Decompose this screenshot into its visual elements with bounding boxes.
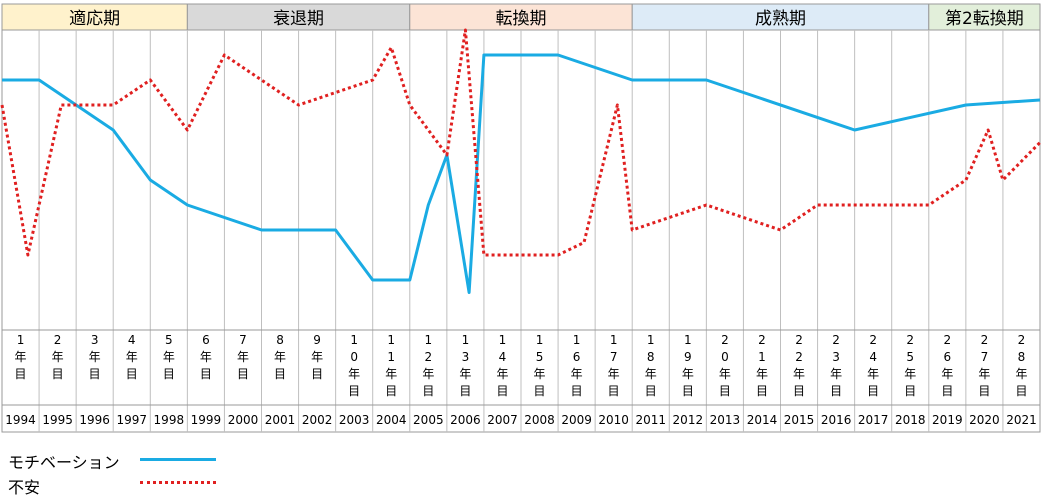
year-count-label: 6 年目 [200,333,212,381]
year-count-label: 2 年目 [52,333,64,381]
year-count-label: 1 4 年目 [496,333,508,398]
phase-label: 衰退期 [273,9,324,29]
year-label: 2012 [673,413,704,427]
year-label: 1995 [42,413,73,427]
series-line [2,53,1041,294]
year-label: 2005 [413,413,444,427]
year-count-label: 2 0 年目 [719,333,731,398]
phase-band [186,3,411,31]
year-count-label: 5 年目 [163,333,175,381]
year-count-label: 7 年目 [237,333,249,381]
year-label: 2016 [821,413,852,427]
year-count-label: 2 8 年目 [1015,333,1027,398]
legend-motivation-label: モチベーション [8,453,120,472]
legend-anxiety-label: 不安 [8,478,41,497]
year-label: 2002 [302,413,333,427]
legend-anxiety-line [140,481,216,484]
year-label: 2010 [598,413,629,427]
year-count-label: 3 年目 [89,333,101,381]
year-label: 1998 [154,413,185,427]
year-count-label: 4 年目 [126,333,138,381]
year-count-label: 1 0 年目 [348,333,360,398]
year-label: 2014 [747,413,778,427]
series-line [0,28,1042,257]
year-count-label: 1 年目 [15,333,27,381]
year-count-label: 2 3 年目 [830,333,842,398]
year-label: 2020 [969,413,1000,427]
year-label: 1999 [191,413,222,427]
year-label: 2019 [932,413,963,427]
year-label: 2006 [450,413,481,427]
year-count-label: 2 7 年目 [978,333,990,398]
year-label: 2000 [228,413,259,427]
year-label: 2007 [487,413,518,427]
phase-band [1,3,188,31]
year-label: 1996 [79,413,110,427]
year-label: 2004 [376,413,407,427]
year-label: 2015 [784,413,815,427]
phase-label: 適応期 [69,9,120,29]
year-count-label: 9 年目 [311,333,323,381]
year-label: 2008 [524,413,555,427]
year-label: 2011 [635,413,666,427]
year-count-label: 2 2 年目 [793,333,805,398]
year-count-label: 1 1 年目 [385,333,397,398]
year-label: 2001 [265,413,296,427]
year-count-label: 1 2 年目 [422,333,434,398]
year-label: 2009 [561,413,592,427]
year-count-label: 1 8 年目 [645,333,657,398]
year-count-label: 1 5 年目 [534,333,546,398]
year-count-label: 2 6 年目 [941,333,953,398]
year-count-label: 1 3 年目 [459,333,471,398]
year-label: 1997 [116,413,147,427]
year-label: 2017 [858,413,889,427]
year-count-label: 2 4 年目 [867,333,879,398]
year-label: 2021 [1006,413,1037,427]
phase-band [409,3,633,31]
year-count-label: 8 年目 [274,333,286,381]
phase-label: 第2転換期 [945,9,1024,29]
legend-motivation-line [140,458,216,461]
year-label: 2013 [710,413,741,427]
phase-label: 成熟期 [755,8,806,29]
year-count-label: 1 7 年目 [608,333,620,398]
year-count-label: 1 6 年目 [571,333,583,398]
year-count-label: 2 5 年目 [904,333,916,398]
year-count-label: 2 1 年目 [756,333,768,398]
year-label: 2003 [339,413,370,427]
phase-label: 転換期 [496,9,547,29]
year-count-label: 1 9 年目 [682,333,694,398]
year-label: 1994 [5,413,36,427]
year-label: 2018 [895,413,926,427]
